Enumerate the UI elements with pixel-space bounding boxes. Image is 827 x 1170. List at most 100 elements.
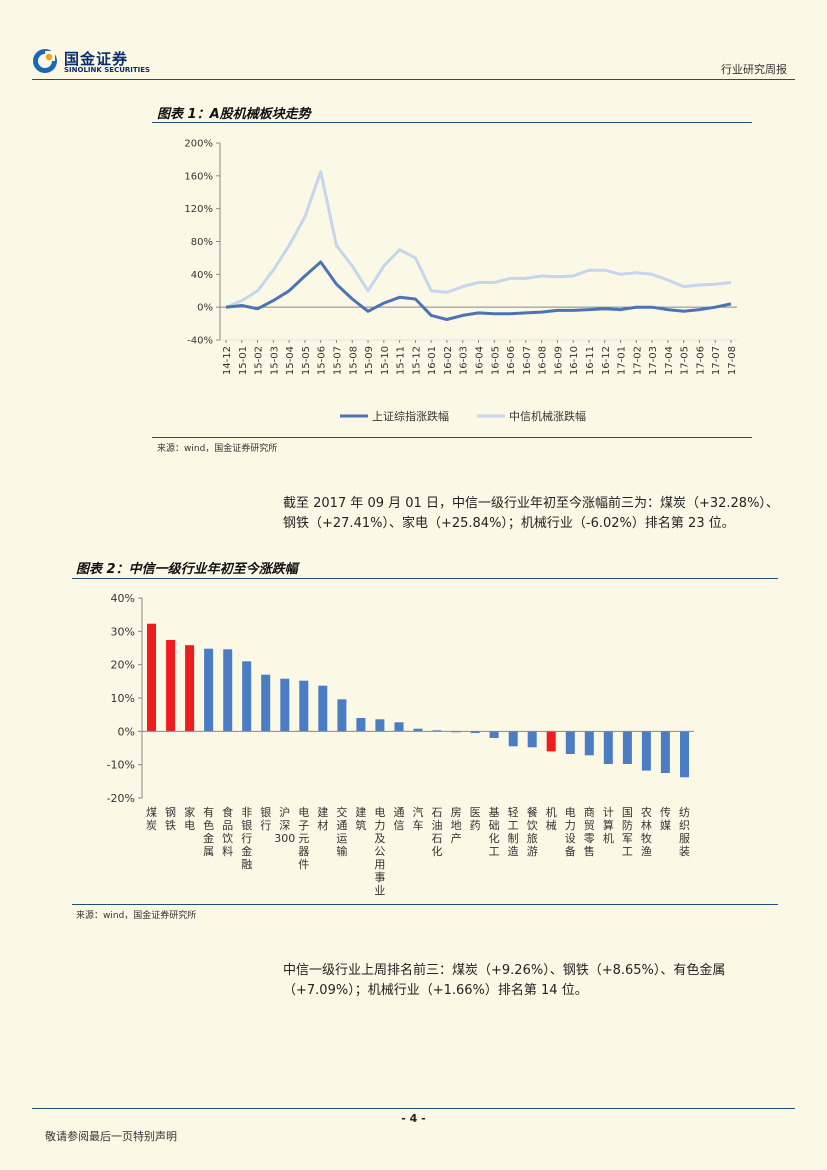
x-tick-label: 煤炭 — [146, 806, 157, 832]
y-tick-label: -40% — [187, 336, 213, 347]
bar — [204, 648, 214, 732]
x-tick-label: 有色金属 — [203, 805, 214, 858]
x-tick-label: 农林牧渔 — [641, 805, 652, 858]
bar — [223, 649, 233, 732]
x-tick-label: 15-11 — [396, 346, 407, 375]
x-tick-label: 17-01 — [617, 346, 628, 375]
x-tick-label: 医药 — [470, 806, 481, 832]
footer-divider — [32, 1108, 795, 1109]
x-tick-label: 沪深 300 — [274, 805, 295, 845]
x-tick-label: 16-03 — [459, 346, 470, 375]
x-tick-label: 15-10 — [380, 346, 391, 375]
bar — [432, 730, 442, 732]
x-tick-label: 17-07 — [711, 346, 722, 375]
bar — [508, 731, 518, 747]
bar — [242, 661, 252, 732]
bar — [261, 674, 271, 732]
line-chart: -40% 0% 40% 80% 120% 160% 200% 14-12 15-01 15-02 1… — [184, 139, 738, 424]
series-line — [225, 260, 732, 321]
x-tick-label: 计算机 — [603, 806, 614, 845]
x-tick-label: 银行 — [260, 805, 271, 832]
x-tick-label: 17-03 — [648, 346, 659, 375]
x-tick-label: 建材 — [317, 805, 328, 832]
x-tick-label: 16-05 — [490, 346, 501, 375]
page-number: - 4 - — [401, 1112, 426, 1125]
x-tick-label: 17-06 — [695, 346, 706, 375]
x-tick-label: 15-09 — [364, 346, 375, 375]
x-tick-label: 电子元器件 — [298, 806, 309, 871]
x-tick-label: 17-04 — [664, 346, 675, 375]
x-tick-label: 石油石化 — [432, 806, 443, 858]
x-tick-label: 15-12 — [411, 346, 422, 375]
bar — [470, 731, 480, 733]
report-type: 行业研究周报 — [721, 63, 787, 76]
legend-label: 中信机械涨跌幅 — [509, 409, 586, 423]
x-tick-label: 传媒 — [660, 806, 671, 832]
x-tick-label: 16-04 — [475, 346, 486, 375]
x-tick-label: 16-01 — [427, 346, 438, 375]
x-tick-label: 16-10 — [569, 346, 580, 375]
x-tick-label: 15-04 — [285, 346, 296, 375]
x-tick-label: 餐饮旅游 — [527, 805, 538, 858]
bar — [337, 699, 347, 732]
series-line — [225, 170, 732, 309]
x-tick-label: 房地产 — [451, 806, 462, 845]
x-tick-label: 非银行金融 — [241, 806, 252, 871]
bar — [356, 718, 366, 732]
bar — [166, 640, 176, 732]
y-tick-label: -10% — [107, 759, 135, 772]
figure2-title: 图表 2：中信一级行业年初至今涨跌幅 — [76, 562, 298, 577]
x-tick-label: 16-06 — [506, 346, 517, 375]
bar — [318, 685, 328, 732]
header-divider — [32, 79, 795, 80]
x-tick-label: 国防军工 — [622, 806, 633, 858]
bar — [147, 623, 156, 732]
x-tick-label: 15-03 — [269, 346, 280, 375]
bar — [185, 645, 195, 732]
bar — [584, 731, 594, 756]
x-tick-label: 16-12 — [601, 346, 612, 375]
y-tick-label: 200% — [184, 139, 213, 150]
x-tick-label: 钢铁 — [165, 806, 176, 832]
x-tick-label: 15-01 — [238, 346, 249, 375]
x-tick-label: 15-08 — [348, 346, 359, 375]
y-tick-label: 40% — [111, 592, 135, 605]
bar — [603, 731, 613, 764]
x-tick-label: 机械 — [546, 805, 557, 832]
x-tick-label: 通信 — [393, 806, 404, 832]
bar — [394, 722, 404, 732]
logo-text-en: SINOLINK SECURITIES — [64, 66, 151, 74]
x-tick-label: 建筑 — [355, 805, 366, 832]
figure1-title: 图表 1：A股机械板块走势 — [157, 107, 311, 122]
y-tick-label: 10% — [111, 692, 135, 705]
y-tick-label: 120% — [184, 204, 213, 215]
x-tick-label: 17-05 — [680, 346, 691, 375]
x-tick-label: 14-12 — [222, 346, 233, 375]
bar — [565, 731, 575, 754]
bar — [299, 680, 309, 732]
x-tick-label: 15-06 — [317, 346, 328, 375]
x-tick-label: 商贸零售 — [584, 805, 595, 858]
bar — [546, 731, 556, 752]
figure2-top-rule — [72, 578, 778, 579]
bar — [622, 731, 632, 764]
x-tick-label: 16-09 — [553, 346, 564, 375]
x-tick-label: 15-05 — [301, 346, 312, 375]
x-tick-label: 食品饮料 — [222, 805, 233, 858]
y-tick-label: 20% — [111, 659, 135, 672]
x-tick-label: 交通运输 — [336, 805, 347, 858]
y-tick-label: 0% — [118, 725, 135, 738]
disclaimer-note: 敬请参阅最后一页特别声明 — [45, 1130, 177, 1143]
bar — [641, 731, 651, 771]
bar — [375, 719, 385, 732]
bar — [413, 728, 423, 732]
bar — [527, 731, 537, 748]
figure1-top-rule — [152, 122, 752, 123]
y-tick-label: 40% — [191, 270, 213, 281]
bar — [280, 678, 290, 732]
x-tick-label: 15-07 — [332, 346, 343, 375]
x-tick-label: 基础化工 — [489, 806, 500, 858]
x-tick-label: 16-08 — [538, 346, 549, 375]
figure2-bottom-rule — [72, 904, 778, 905]
legend-label: 上证综指涨跌幅 — [372, 409, 449, 423]
